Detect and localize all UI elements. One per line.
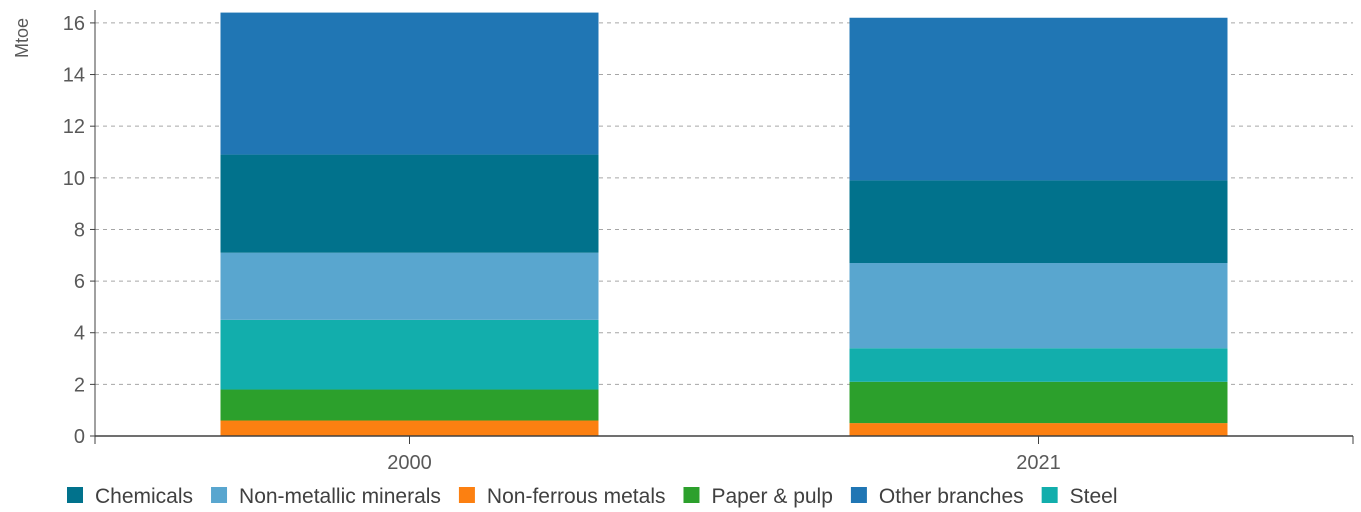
y-tick-label: 8: [74, 219, 85, 241]
bar-segment-chemicals-2021[interactable]: [849, 180, 1228, 264]
legend-item-chemicals[interactable]: Chemicals: [67, 485, 193, 508]
legend-label: Paper & pulp: [711, 485, 832, 508]
bar-segment-paper-and-pulp-2021[interactable]: [849, 381, 1228, 424]
bar-segment-chemicals-2000[interactable]: [220, 154, 599, 253]
legend-item-non-metallic-minerals[interactable]: Non-metallic minerals: [211, 485, 441, 508]
legend-item-steel[interactable]: Steel: [1041, 485, 1118, 508]
bar-segment-non-ferrous-metals-2021[interactable]: [849, 423, 1228, 436]
bar-segment-non-metallic-minerals-2021[interactable]: [849, 263, 1228, 349]
legend-label: Steel: [1070, 485, 1118, 508]
legend-label: Other branches: [879, 485, 1024, 508]
legend-label: Non-metallic minerals: [239, 485, 441, 508]
legend-swatch: [458, 487, 475, 503]
legend-label: Non-ferrous metals: [487, 485, 666, 508]
bar-segment-other-branches-2021[interactable]: [849, 17, 1228, 181]
bars: [220, 12, 1228, 436]
bar-segment-non-metallic-minerals-2000[interactable]: [220, 252, 599, 320]
bar-segment-non-ferrous-metals-2000[interactable]: [220, 420, 599, 436]
bar-segment-other-branches-2000[interactable]: [220, 12, 599, 155]
y-tick-label: 16: [63, 13, 85, 35]
x-tick-label: 2021: [1016, 452, 1061, 474]
y-tick-label: 14: [63, 65, 85, 87]
legend-item-non-ferrous-metals[interactable]: Non-ferrous metals: [458, 485, 666, 508]
legend-item-other-branches[interactable]: Other branches: [850, 485, 1024, 508]
legend-swatch: [1041, 487, 1058, 503]
y-tick-label: 4: [74, 323, 85, 345]
bar-segment-steel-2021[interactable]: [849, 348, 1228, 382]
legend-label: Chemicals: [95, 485, 193, 508]
y-axis-title: Mtoe: [12, 18, 32, 58]
y-tick-label: 12: [63, 116, 85, 138]
legend-swatch: [211, 487, 228, 503]
legend-swatch: [850, 487, 867, 503]
bar-segment-steel-2000[interactable]: [220, 319, 599, 390]
bar-segment-paper-and-pulp-2000[interactable]: [220, 389, 599, 421]
legend-item-paper-and-pulp[interactable]: Paper & pulp: [683, 485, 833, 508]
y-tick-label: 10: [63, 168, 85, 190]
y-tick-label: 0: [74, 426, 85, 448]
y-tick-label: 6: [74, 271, 85, 293]
x-tick-label: 2000: [387, 452, 432, 474]
legend-swatch: [683, 487, 700, 503]
y-tick-label: 2: [74, 374, 85, 396]
legend-swatch: [67, 487, 83, 503]
axes: 0 2 4 6 8 10 12 14 16 2000 2021: [63, 10, 1354, 474]
legend: Chemicals Non-metallic minerals Non-ferrou…: [67, 485, 1118, 508]
